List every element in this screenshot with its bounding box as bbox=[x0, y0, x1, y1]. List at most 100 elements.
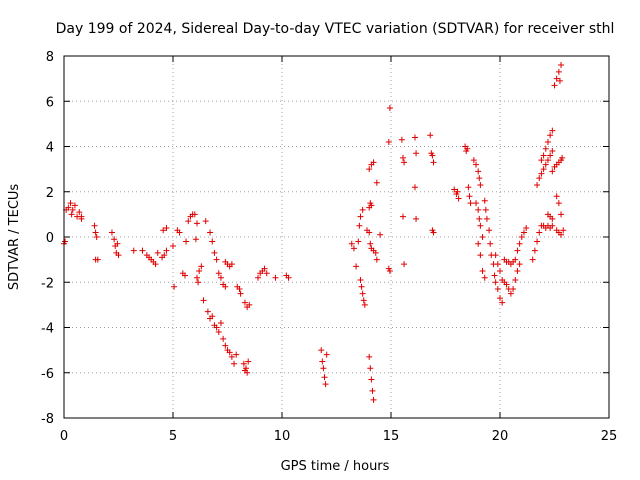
data-point bbox=[355, 238, 362, 245]
data-point bbox=[183, 238, 190, 245]
data-point bbox=[476, 175, 483, 182]
data-point bbox=[237, 290, 244, 297]
y-tick-label: -2 bbox=[41, 276, 54, 291]
data-point bbox=[222, 342, 229, 349]
data-point bbox=[161, 252, 168, 259]
data-point bbox=[65, 204, 72, 211]
data-point bbox=[353, 263, 360, 270]
y-tick-label: 6 bbox=[46, 95, 54, 110]
data-point bbox=[240, 360, 247, 367]
data-point bbox=[487, 240, 494, 247]
data-point bbox=[473, 200, 480, 207]
data-point bbox=[514, 247, 521, 254]
data-point bbox=[549, 127, 556, 134]
x-tick-label: 25 bbox=[601, 429, 618, 444]
data-point bbox=[193, 274, 200, 281]
data-point bbox=[534, 181, 541, 188]
data-point bbox=[211, 249, 218, 256]
data-point bbox=[499, 299, 506, 306]
data-point bbox=[261, 265, 268, 272]
x-tick-label: 20 bbox=[492, 429, 509, 444]
data-point bbox=[369, 387, 376, 394]
data-point bbox=[482, 206, 489, 213]
data-point bbox=[497, 295, 503, 302]
y-tick-label: 4 bbox=[46, 141, 54, 156]
data-point bbox=[473, 161, 480, 168]
data-point bbox=[483, 215, 490, 222]
y-axis-label: SDTVAR / TECUs bbox=[7, 184, 22, 291]
data-point bbox=[399, 154, 406, 161]
data-point bbox=[477, 222, 484, 229]
data-point bbox=[359, 206, 366, 213]
data-point bbox=[93, 234, 100, 240]
data-point bbox=[386, 267, 393, 274]
y-tick-label: -4 bbox=[41, 322, 54, 337]
data-point bbox=[67, 200, 74, 207]
data-point bbox=[207, 229, 214, 236]
data-point bbox=[401, 159, 408, 166]
data-point bbox=[553, 75, 560, 82]
data-point bbox=[163, 247, 170, 254]
data-point bbox=[411, 134, 418, 141]
data-point bbox=[547, 132, 554, 139]
data-point bbox=[228, 353, 235, 360]
data-point bbox=[361, 301, 368, 308]
data-point bbox=[479, 234, 486, 240]
y-tick-label: 0 bbox=[46, 231, 54, 246]
data-point bbox=[492, 252, 499, 259]
data-point bbox=[76, 209, 83, 216]
data-point bbox=[350, 245, 357, 252]
data-point bbox=[507, 290, 514, 297]
data-point bbox=[196, 267, 203, 274]
data-point bbox=[476, 215, 483, 222]
data-point bbox=[373, 179, 380, 186]
data-point bbox=[185, 218, 192, 225]
data-point bbox=[226, 349, 233, 356]
data-point bbox=[467, 200, 474, 207]
data-point bbox=[477, 181, 484, 188]
data-point bbox=[475, 168, 482, 175]
data-point bbox=[531, 247, 538, 254]
data-point bbox=[486, 227, 493, 234]
data-point bbox=[209, 313, 216, 320]
data-point bbox=[556, 77, 563, 84]
data-point bbox=[512, 256, 519, 263]
data-point bbox=[222, 283, 229, 290]
data-point bbox=[465, 184, 472, 191]
data-point bbox=[170, 243, 176, 250]
data-point bbox=[558, 231, 565, 238]
data-point bbox=[357, 276, 364, 283]
data-point bbox=[198, 263, 205, 270]
data-point bbox=[377, 231, 384, 238]
data-point bbox=[154, 249, 161, 256]
data-point bbox=[559, 154, 566, 161]
data-point bbox=[455, 195, 462, 202]
data-point bbox=[542, 161, 549, 168]
data-point bbox=[529, 256, 536, 263]
data-point bbox=[549, 168, 556, 175]
data-point bbox=[549, 222, 556, 229]
data-point bbox=[494, 286, 501, 293]
data-point bbox=[181, 272, 188, 279]
data-point bbox=[503, 281, 510, 288]
data-point bbox=[497, 267, 503, 274]
data-point bbox=[542, 145, 549, 152]
data-point bbox=[466, 193, 473, 200]
data-point bbox=[536, 229, 543, 236]
data-point bbox=[217, 319, 224, 326]
data-point bbox=[540, 166, 547, 173]
data-point bbox=[512, 276, 519, 283]
data-point bbox=[518, 234, 525, 240]
grid-lines bbox=[64, 56, 609, 418]
data-point bbox=[520, 229, 527, 236]
data-point bbox=[220, 335, 227, 342]
data-point bbox=[516, 261, 523, 268]
data-point bbox=[454, 188, 461, 195]
data-point bbox=[549, 215, 556, 222]
data-point bbox=[558, 62, 565, 69]
data-point bbox=[115, 252, 122, 259]
data-point bbox=[475, 240, 482, 247]
data-point bbox=[246, 301, 253, 308]
data-point bbox=[233, 351, 240, 358]
